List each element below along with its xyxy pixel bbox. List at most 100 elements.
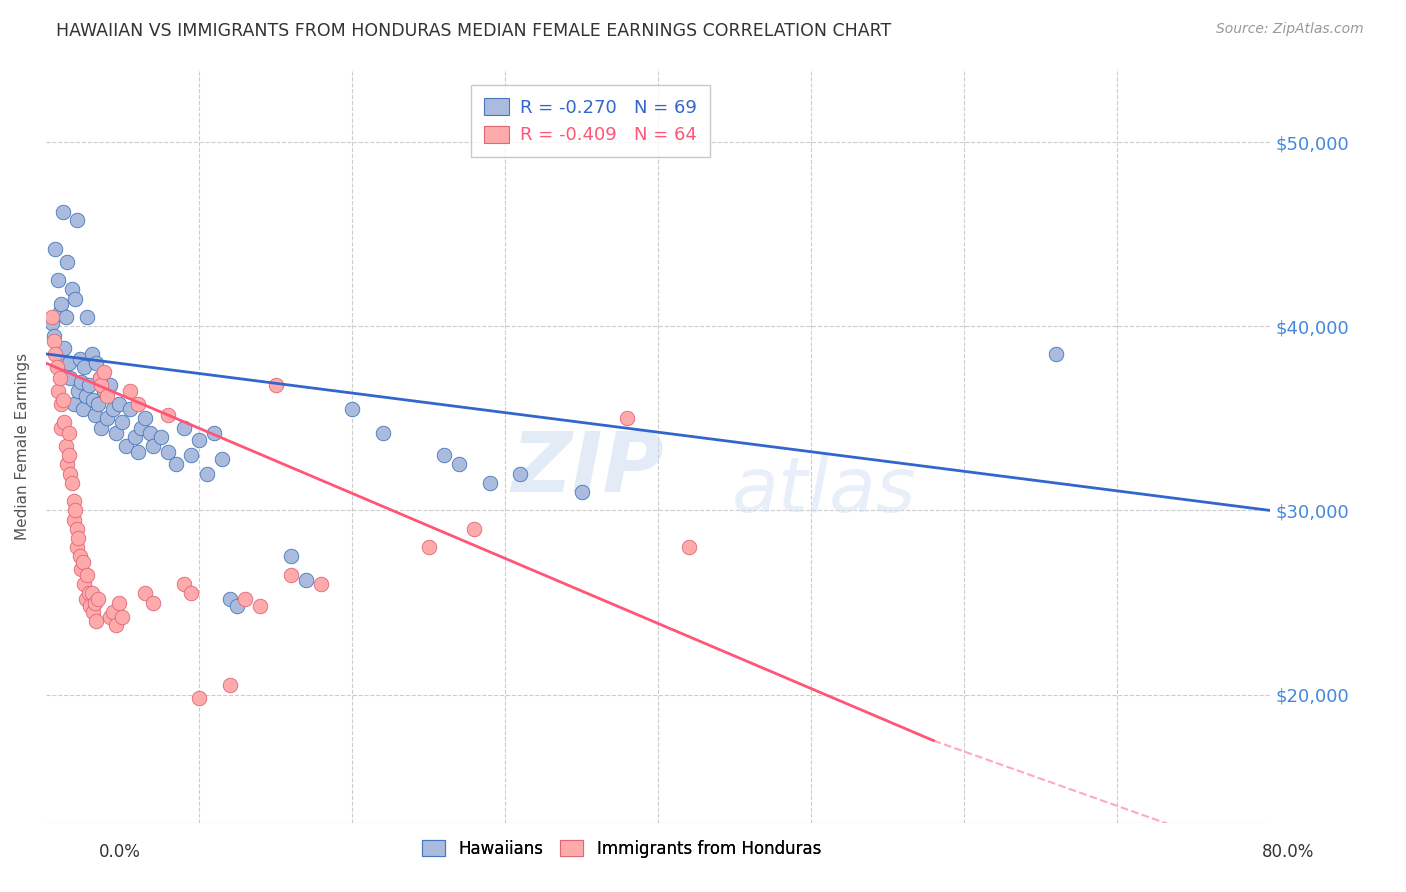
Text: ZIP: ZIP [512,428,664,509]
Point [44,242,66,256]
Point [165,458,187,472]
Point [202,426,225,441]
Point [463,522,485,536]
Point [129,420,152,434]
Point [108,595,131,609]
Point [98,378,121,392]
Point [75,389,97,403]
Point [188,691,211,706]
Point [96,389,118,403]
Text: 80.0%: 80.0% [1263,843,1315,861]
Point [63,292,86,306]
Point [69,352,91,367]
Point [62,397,84,411]
Point [70,562,93,576]
Point [59,371,82,385]
Point [77,378,100,392]
Point [124,430,146,444]
Point [134,411,156,425]
Point [280,549,302,564]
Point [226,599,249,614]
Point [111,415,134,429]
Legend: Hawaiians, Immigrants from Honduras: Hawaiians, Immigrants from Honduras [415,833,828,864]
Point [84,595,107,609]
Point [142,595,165,609]
Point [233,591,256,606]
Point [48,371,70,385]
Point [105,426,128,441]
Point [82,392,104,407]
Point [65,522,87,536]
Point [72,555,94,569]
Point [418,541,440,555]
Point [51,420,73,434]
Point [72,402,94,417]
Point [87,397,110,411]
Point [371,426,394,441]
Point [134,586,156,600]
Point [433,448,456,462]
Point [218,678,240,692]
Point [58,448,80,462]
Point [65,212,87,227]
Point [76,568,98,582]
Point [211,451,233,466]
Point [173,577,195,591]
Point [120,402,142,417]
Point [195,467,218,481]
Point [42,328,65,343]
Point [142,439,165,453]
Point [73,577,96,591]
Point [62,513,84,527]
Point [48,304,70,318]
Point [51,397,73,411]
Point [55,439,77,453]
Point [41,310,63,324]
Point [108,397,131,411]
Point [79,599,101,614]
Point [180,448,202,462]
Point [67,384,90,398]
Text: 0.0%: 0.0% [98,843,141,861]
Point [53,342,76,356]
Point [127,397,149,411]
Point [45,359,67,374]
Point [63,503,86,517]
Point [73,359,96,374]
Point [82,605,104,619]
Point [188,434,211,448]
Point [69,549,91,564]
Point [616,411,638,425]
Point [80,586,103,600]
Point [249,599,271,614]
Point [51,352,73,367]
Point [571,485,593,500]
Point [70,375,93,389]
Point [678,541,700,555]
Point [157,444,180,458]
Point [52,205,75,219]
Point [96,411,118,425]
Point [218,591,240,606]
Text: HAWAIIAN VS IMMIGRANTS FROM HONDURAS MEDIAN FEMALE EARNINGS CORRELATION CHART: HAWAIIAN VS IMMIGRANTS FROM HONDURAS MED… [56,22,891,40]
Point [76,310,98,324]
Y-axis label: Median Female Earnings: Median Female Earnings [15,352,30,540]
Point [105,617,128,632]
Point [93,365,115,379]
Point [295,574,318,588]
Point [60,475,83,490]
Point [157,408,180,422]
Point [89,371,111,385]
Point [509,467,531,481]
Point [103,402,125,417]
Text: atlas: atlas [731,454,917,528]
Point [180,586,202,600]
Point [46,384,69,398]
Point [55,310,77,324]
Point [56,458,79,472]
Point [44,347,66,361]
Point [58,426,80,441]
Point [87,591,110,606]
Point [90,378,112,392]
Point [264,378,287,392]
